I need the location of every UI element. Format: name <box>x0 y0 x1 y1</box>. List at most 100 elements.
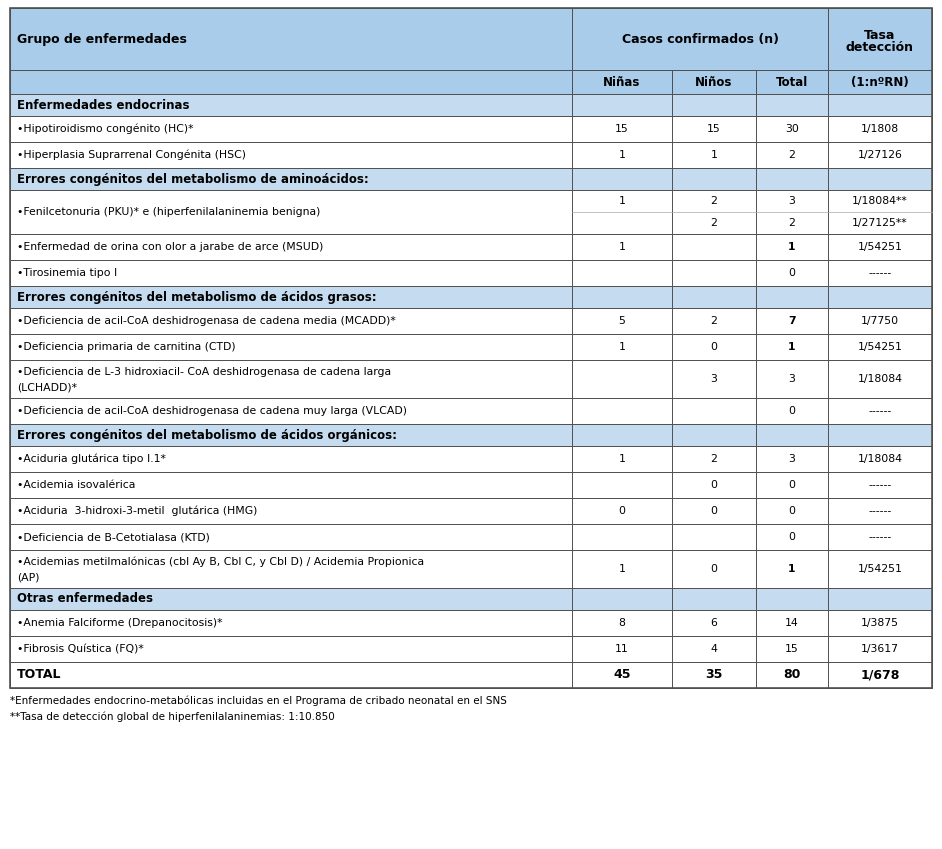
Text: 0: 0 <box>788 480 795 490</box>
Bar <box>10 286 932 308</box>
Text: 1/54251: 1/54251 <box>857 564 902 574</box>
Text: 35: 35 <box>706 668 723 682</box>
Text: 1: 1 <box>788 342 796 352</box>
Text: 15: 15 <box>707 124 721 134</box>
Bar <box>10 498 932 524</box>
Bar <box>10 334 932 360</box>
Text: •Acidemias metilmalónicas (cbl Ay B, Cbl C, y Cbl D) / Acidemia Propionica: •Acidemias metilmalónicas (cbl Ay B, Cbl… <box>17 557 424 567</box>
Text: 2: 2 <box>710 196 718 206</box>
Text: 1: 1 <box>710 150 718 160</box>
Text: 0: 0 <box>788 506 795 516</box>
Bar <box>672 70 756 94</box>
Text: •Fibrosis Quística (FQ)*: •Fibrosis Quística (FQ)* <box>17 644 144 654</box>
Text: 1: 1 <box>788 564 796 574</box>
Text: 1/27125**: 1/27125** <box>853 218 908 228</box>
Text: 3: 3 <box>788 374 795 384</box>
Bar <box>10 662 932 688</box>
Text: •Tirosinemia tipo I: •Tirosinemia tipo I <box>17 268 117 278</box>
Text: 2: 2 <box>788 218 795 228</box>
Text: 1: 1 <box>619 454 625 464</box>
Text: 0: 0 <box>788 268 795 278</box>
Bar <box>10 588 932 610</box>
Text: 11: 11 <box>615 644 629 654</box>
Text: 0: 0 <box>619 506 625 516</box>
Text: 30: 30 <box>785 124 799 134</box>
Text: ------: ------ <box>869 532 892 542</box>
Bar <box>10 308 932 334</box>
Text: •Hipotiroidismo congénito (HC)*: •Hipotiroidismo congénito (HC)* <box>17 124 193 134</box>
Text: Tasa: Tasa <box>865 29 896 42</box>
Text: 1: 1 <box>619 242 625 252</box>
Text: 1/18084: 1/18084 <box>857 454 902 464</box>
Bar <box>572 8 828 70</box>
Text: 3: 3 <box>710 374 718 384</box>
Bar <box>10 234 932 260</box>
Text: Errores congénitos del metabolismo de ácidos grasos:: Errores congénitos del metabolismo de ác… <box>17 290 377 303</box>
Text: 1: 1 <box>619 564 625 574</box>
Text: Grupo de enfermedades: Grupo de enfermedades <box>17 32 187 46</box>
Text: 15: 15 <box>785 644 799 654</box>
Bar <box>10 8 932 688</box>
Bar <box>10 524 932 550</box>
Text: 4: 4 <box>710 644 718 654</box>
Text: 80: 80 <box>784 668 801 682</box>
Text: Niños: Niños <box>695 76 733 88</box>
Text: 3: 3 <box>788 454 795 464</box>
Text: 1/678: 1/678 <box>860 668 900 682</box>
Text: 1: 1 <box>619 196 625 206</box>
Text: •Hiperplasia Suprarrenal Congénita (HSC): •Hiperplasia Suprarrenal Congénita (HSC) <box>17 149 246 160</box>
Text: ------: ------ <box>869 268 892 278</box>
Bar <box>10 94 932 116</box>
Text: •Anemia Falciforme (Drepanocitosis)*: •Anemia Falciforme (Drepanocitosis)* <box>17 618 222 628</box>
Text: 1: 1 <box>619 150 625 160</box>
Text: 1/18084**: 1/18084** <box>853 196 908 206</box>
Text: 0: 0 <box>710 564 718 574</box>
Text: 1/54251: 1/54251 <box>857 242 902 252</box>
Text: Niñas: Niñas <box>603 76 641 88</box>
Text: 0: 0 <box>710 480 718 490</box>
Text: ------: ------ <box>869 480 892 490</box>
Text: •Deficiencia de B-Cetotialasa (KTD): •Deficiencia de B-Cetotialasa (KTD) <box>17 532 210 542</box>
Text: Otras enfermedades: Otras enfermedades <box>17 593 153 605</box>
Text: •Aciduria glutárica tipo I.1*: •Aciduria glutárica tipo I.1* <box>17 453 166 464</box>
Text: 2: 2 <box>710 454 718 464</box>
Text: 6: 6 <box>710 618 718 628</box>
Bar <box>10 446 932 472</box>
Text: •Deficiencia primaria de carnitina (CTD): •Deficiencia primaria de carnitina (CTD) <box>17 342 236 352</box>
Text: 2: 2 <box>710 316 718 326</box>
Text: ------: ------ <box>869 406 892 416</box>
Bar <box>10 636 932 662</box>
Text: 1/3875: 1/3875 <box>861 618 899 628</box>
Text: **Tasa de detección global de hiperfenilalaninemias: 1:10.850: **Tasa de detección global de hiperfenil… <box>10 711 334 722</box>
Text: •Deficiencia de acil-CoA deshidrogenasa de cadena media (MCADD)*: •Deficiencia de acil-CoA deshidrogenasa … <box>17 316 396 326</box>
Bar <box>10 424 932 446</box>
Text: 1/18084: 1/18084 <box>857 374 902 384</box>
Text: (LCHADD)*: (LCHADD)* <box>17 382 77 392</box>
Text: TOTAL: TOTAL <box>17 668 61 682</box>
Text: detección: detección <box>846 41 914 53</box>
Bar <box>572 70 672 94</box>
Bar <box>10 260 932 286</box>
Text: 1/27126: 1/27126 <box>857 150 902 160</box>
Bar <box>10 610 932 636</box>
Text: 14: 14 <box>785 618 799 628</box>
Bar <box>10 190 932 234</box>
Bar <box>828 70 932 94</box>
Text: 1: 1 <box>788 242 796 252</box>
Text: 15: 15 <box>615 124 629 134</box>
Bar <box>828 8 932 70</box>
Text: 2: 2 <box>788 150 795 160</box>
Text: (AP): (AP) <box>17 572 40 582</box>
Text: Total: Total <box>776 76 808 88</box>
Text: 0: 0 <box>788 532 795 542</box>
Bar <box>10 8 572 70</box>
Text: 1/3617: 1/3617 <box>861 644 899 654</box>
Text: ------: ------ <box>869 506 892 516</box>
Text: 3: 3 <box>788 196 795 206</box>
Text: 8: 8 <box>619 618 625 628</box>
Text: 5: 5 <box>619 316 625 326</box>
Text: Errores congénitos del metabolismo de aminoácidos:: Errores congénitos del metabolismo de am… <box>17 172 368 185</box>
Text: Casos confirmados (n): Casos confirmados (n) <box>622 32 778 46</box>
Text: 1/1808: 1/1808 <box>861 124 899 134</box>
Bar <box>756 70 828 94</box>
